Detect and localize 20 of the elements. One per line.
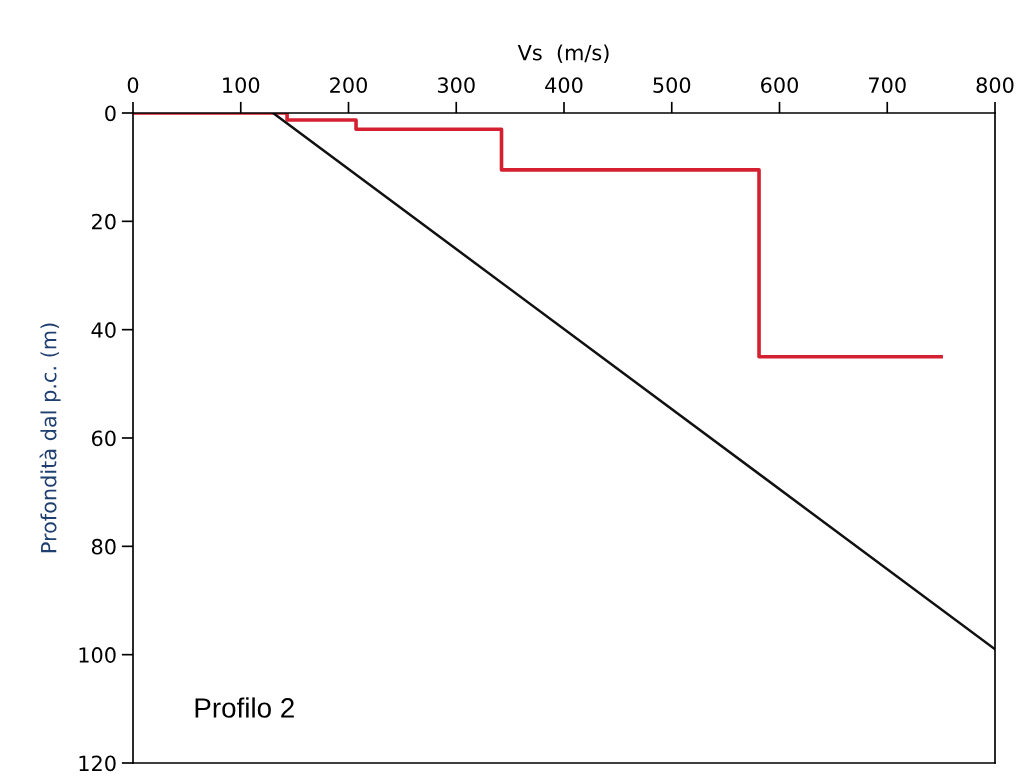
y-tick-label: 60 <box>91 430 116 447</box>
annotation: Profilo 2 <box>195 697 294 718</box>
line-series <box>133 113 943 359</box>
y-tick-label: 80 <box>91 538 116 555</box>
y-tick-label: 100 <box>79 647 116 663</box>
y-tick-label: 20 <box>92 213 116 230</box>
y-tick-label: 120 <box>79 755 116 772</box>
x-tick-label: 200 <box>330 77 367 93</box>
y-tick-label: 0 <box>105 105 116 122</box>
x-tick-label: 100 <box>223 77 260 93</box>
x-tick-label: 400 <box>545 77 583 93</box>
x-tick-label: 500 <box>653 77 691 93</box>
x-axis-title: Vs (m/s) <box>517 44 609 63</box>
x-tick-label: 0 <box>127 77 139 93</box>
x-tick-label: 800 <box>976 77 1014 93</box>
x-tick-label: 300 <box>437 77 475 93</box>
y-axis-title: Profondità dal p.c. (m) <box>39 323 61 553</box>
x-tick-label: 600 <box>761 77 798 93</box>
x-tick-label: 700 <box>869 77 906 93</box>
y-tick-label: 40 <box>91 322 116 338</box>
